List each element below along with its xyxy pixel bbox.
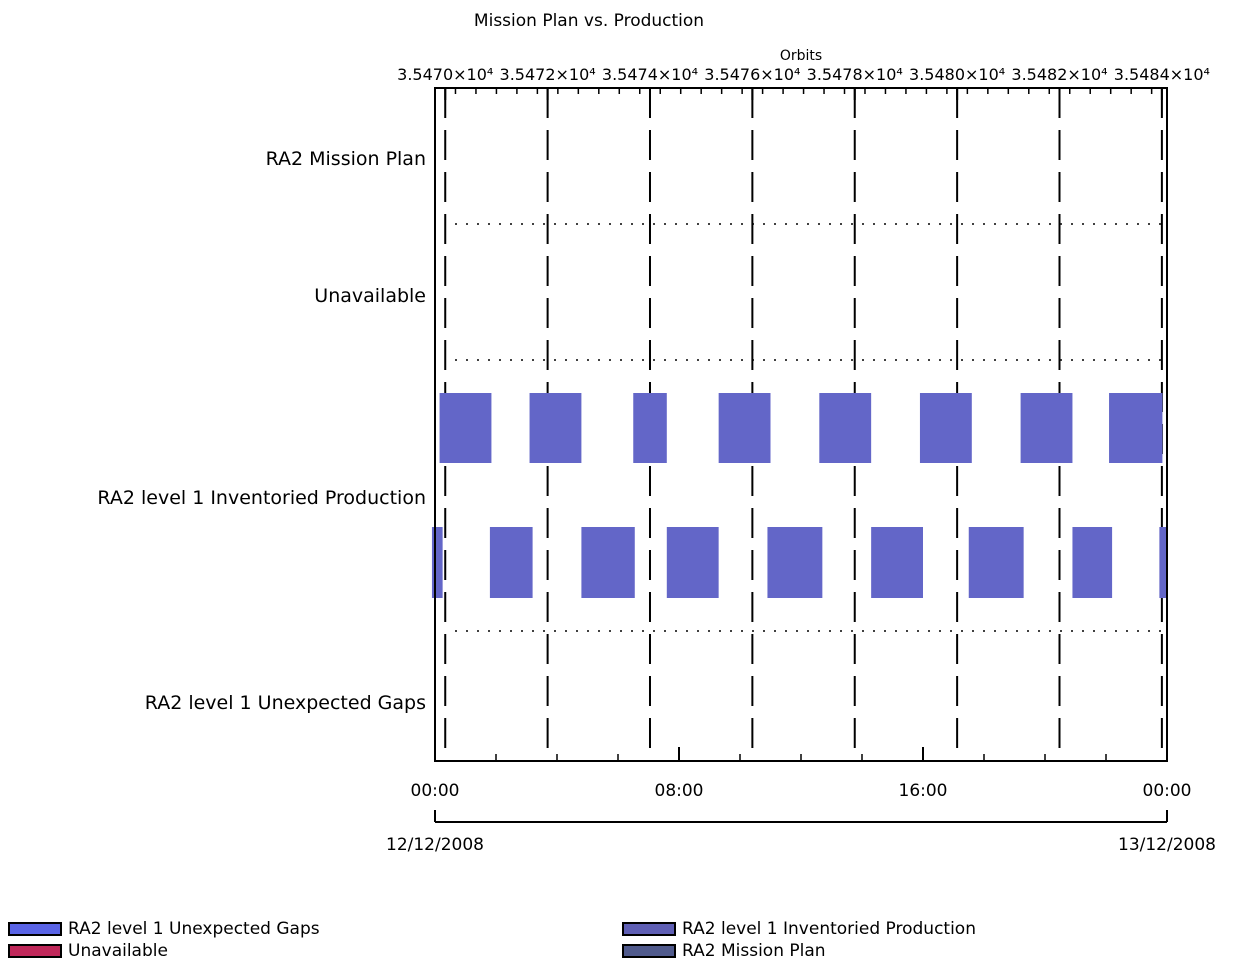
legend-label: Unavailable xyxy=(68,941,168,961)
top-tick-label: 3.5480×10⁴ xyxy=(909,65,1005,84)
bottom-tick-label: 00:00 xyxy=(1143,781,1192,801)
legend-item-unavailable: Unavailable xyxy=(8,941,168,961)
legend-swatch xyxy=(622,922,676,936)
production-bar xyxy=(1159,527,1167,598)
bottom-tick-label: 00:00 xyxy=(411,781,460,801)
production-bar xyxy=(1020,393,1073,463)
production-bar xyxy=(431,527,443,598)
start-date: 12/12/2008 xyxy=(386,835,484,855)
production-bar xyxy=(718,393,771,463)
legend-label: RA2 level 1 Unexpected Gaps xyxy=(68,919,320,939)
top-tick-label: 3.5482×10⁴ xyxy=(1011,65,1107,84)
top-tick-label: 3.5476×10⁴ xyxy=(704,65,800,84)
production-bar xyxy=(1072,527,1113,598)
legend-item-inventoried-production: RA2 level 1 Inventoried Production xyxy=(622,919,976,939)
production-bar xyxy=(819,393,872,463)
production-bar xyxy=(529,393,582,463)
legend-swatch xyxy=(8,944,62,958)
gantt-chart: Mission Plan vs. Production Orbits 3.547… xyxy=(97,11,1216,855)
row-label: RA2 Mission Plan xyxy=(266,148,426,170)
production-bar xyxy=(1109,393,1163,463)
top-tick-label: 3.5474×10⁴ xyxy=(602,65,698,84)
production-bar xyxy=(666,527,719,598)
production-bar xyxy=(439,393,492,463)
legend-label: RA2 level 1 Inventoried Production xyxy=(682,919,976,939)
legend-label: RA2 Mission Plan xyxy=(682,941,826,961)
top-tick-label: 3.5484×10⁴ xyxy=(1114,65,1210,84)
top-axis-label: Orbits xyxy=(780,48,822,64)
row-label: Unavailable xyxy=(314,285,426,307)
top-tick-label: 3.5478×10⁴ xyxy=(807,65,903,84)
chart-title: Mission Plan vs. Production xyxy=(474,11,704,31)
production-bar xyxy=(919,393,972,463)
top-tick-label: 3.5472×10⁴ xyxy=(500,65,596,84)
legend-item-mission-plan: RA2 Mission Plan xyxy=(622,941,826,961)
legend-swatch xyxy=(8,922,62,936)
legend-swatch xyxy=(622,944,676,958)
row-label: RA2 level 1 Inventoried Production xyxy=(97,487,426,509)
bottom-tick-label: 16:00 xyxy=(899,781,948,801)
row-label: RA2 level 1 Unexpected Gaps xyxy=(145,692,426,714)
production-bar xyxy=(767,527,823,598)
top-tick-label: 3.5470×10⁴ xyxy=(397,65,493,84)
bottom-tick-label: 08:00 xyxy=(655,781,704,801)
production-bar xyxy=(871,527,923,598)
end-date: 13/12/2008 xyxy=(1118,835,1216,855)
production-bar xyxy=(581,527,635,598)
production-bar xyxy=(968,527,1024,598)
production-bar xyxy=(633,393,667,463)
legend-item-unexpected-gaps: RA2 level 1 Unexpected Gaps xyxy=(8,919,320,939)
production-bar xyxy=(489,527,533,598)
